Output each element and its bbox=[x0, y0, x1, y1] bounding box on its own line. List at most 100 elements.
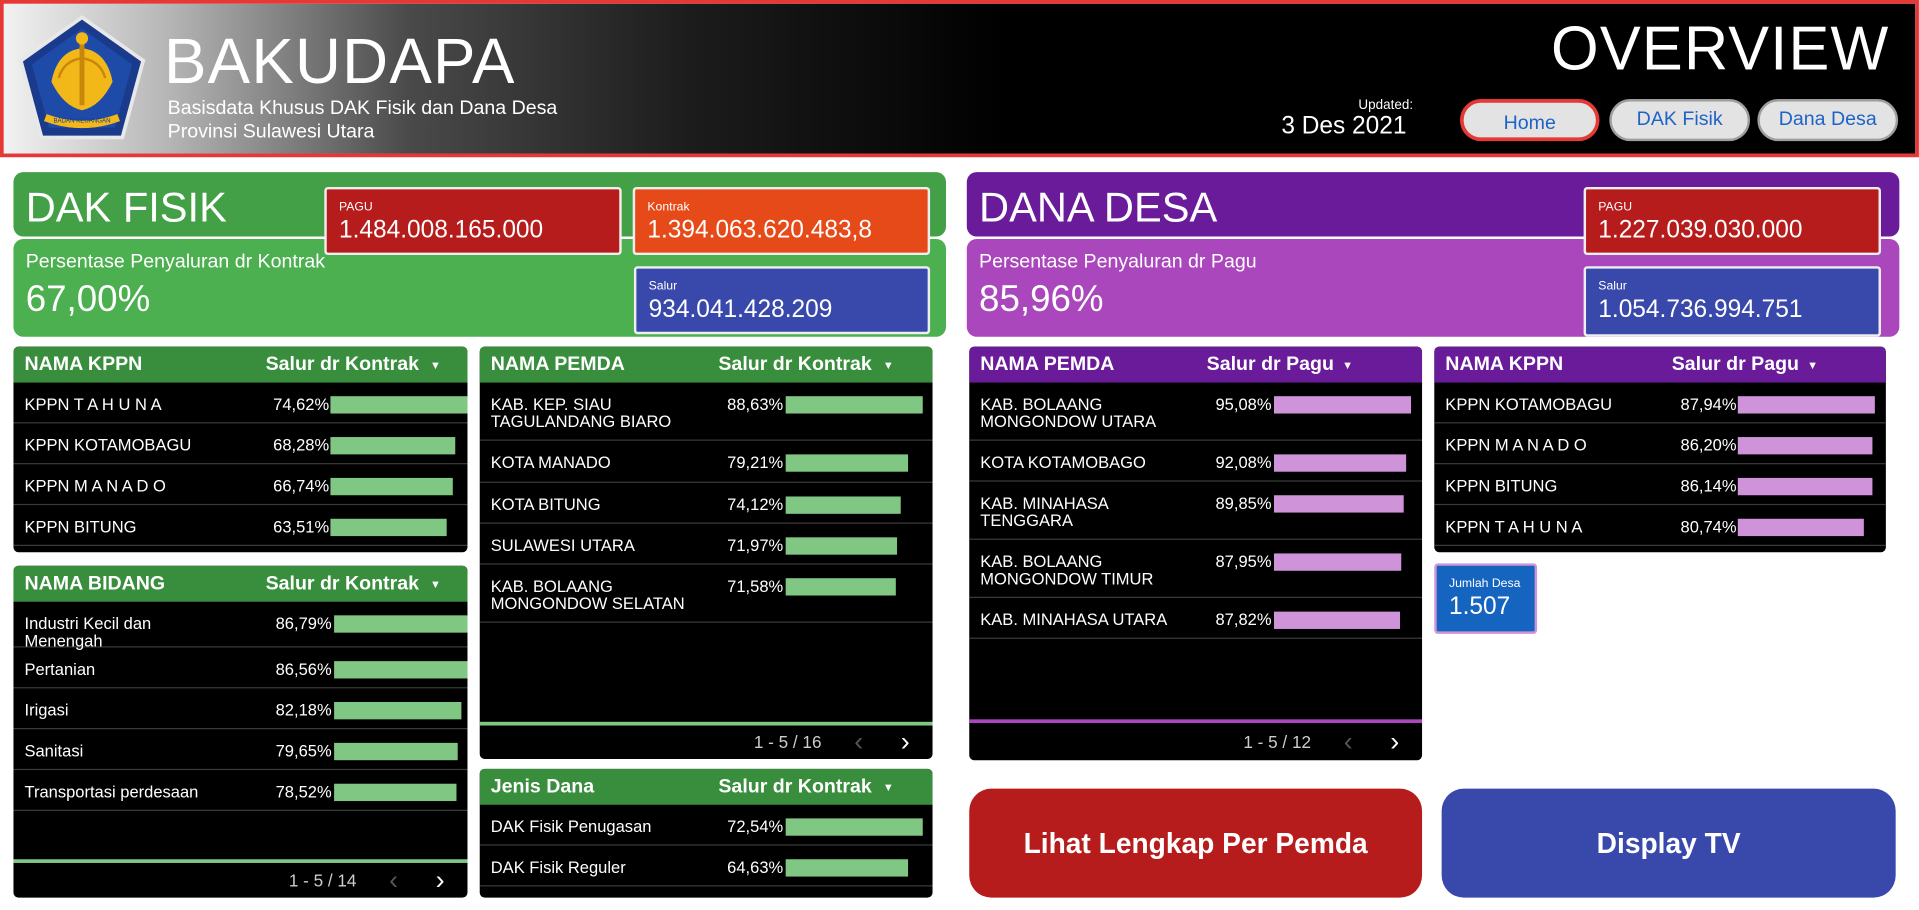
row-name: KAB. BOLAANG MONGONDOW SELATAN bbox=[490, 576, 685, 613]
triangle-down-icon[interactable]: ▼ bbox=[1807, 358, 1819, 371]
table-row[interactable]: KAB. MINAHASA UTARA 87,82% bbox=[969, 598, 1423, 639]
row-name: Industri Kecil dan Menengah bbox=[24, 614, 152, 651]
row-percent: 79,65% bbox=[275, 741, 332, 761]
row-percent: 87,94% bbox=[1680, 394, 1737, 414]
row-name: DAK Fisik Reguler bbox=[490, 858, 626, 877]
lihat-lengkap-pemda-button[interactable]: Lihat Lengkap Per Pemda bbox=[969, 788, 1423, 898]
row-name: KAB. MINAHASA TENGGARA bbox=[980, 494, 1109, 530]
table-row[interactable]: KPPN KOTAMOBAGU 68,28% bbox=[13, 423, 468, 465]
triangle-down-icon[interactable]: ▼ bbox=[1342, 358, 1354, 371]
triangle-down-icon[interactable]: ▼ bbox=[430, 577, 441, 590]
row-percent: 88,63% bbox=[727, 394, 784, 414]
chevron-left-icon[interactable]: ‹ bbox=[854, 725, 864, 757]
table-header: Jenis Dana Salur dr Kontrak ▼ bbox=[479, 768, 933, 805]
dak-pagu-value: 1.484.008.165.000 bbox=[338, 216, 544, 244]
dak-kppn-table: NAMA KPPN Salur dr Kontrak ▼ KPPN T A H U N… bbox=[13, 346, 468, 553]
table-row[interactable]: SULAWESI UTARA 71,97% bbox=[479, 524, 933, 565]
row-percent: 74,62% bbox=[273, 394, 330, 414]
table-row[interactable]: Sanitasi 79,65% bbox=[13, 729, 468, 771]
jumlah-desa-label: Jumlah Desa bbox=[1448, 576, 1521, 591]
table-row[interactable]: KPPN M A N A D O 86,20% bbox=[1434, 423, 1886, 465]
table-row[interactable]: KPPN BITUNG 86,14% bbox=[1434, 464, 1886, 506]
triangle-down-icon[interactable]: ▼ bbox=[882, 358, 894, 371]
row-name: Pertanian bbox=[24, 659, 96, 679]
table-row[interactable]: KAB. BOLAANG MONGONDOW SELATAN 71,58% bbox=[479, 565, 933, 623]
row-percent: 86,14% bbox=[1680, 476, 1737, 496]
row-bar bbox=[785, 396, 923, 414]
dana-salur-value: 1.054.736.994.751 bbox=[1598, 295, 1803, 324]
table-row[interactable]: DAK Fisik Penugasan 72,54% bbox=[479, 805, 933, 846]
table-row[interactable]: Pertanian 86,56% bbox=[13, 648, 468, 689]
table-row[interactable]: KAB. BOLAANG MONGONDOW UTARA 95,08% bbox=[969, 383, 1423, 441]
row-bar bbox=[785, 859, 908, 877]
dak-salur-value: 934.041.428.209 bbox=[648, 295, 833, 324]
row-percent: 92,08% bbox=[1215, 453, 1272, 472]
row-name: Irigasi bbox=[24, 700, 69, 720]
row-percent: 86,79% bbox=[275, 614, 332, 633]
table-row[interactable]: Transportasi perdesaan 78,52% bbox=[13, 770, 468, 811]
row-name: Sanitasi bbox=[24, 741, 84, 761]
table-row[interactable]: KPPN M A N A D O 66,74% bbox=[13, 464, 468, 506]
dana-pct-label: Persentase Penyaluran dr Pagu bbox=[979, 251, 1257, 273]
triangle-down-icon[interactable]: ▼ bbox=[430, 358, 441, 371]
dana-salur-card: Salur 1.054.736.994.751 bbox=[1583, 266, 1881, 337]
table-row[interactable]: KAB. KEP. SIAU TAGULANDANG BIARO 88,63% bbox=[479, 383, 933, 441]
row-bar bbox=[1273, 396, 1412, 414]
dak-kontrak-label: Kontrak bbox=[647, 200, 690, 215]
table-footer-divider bbox=[969, 719, 1423, 724]
column-header-name: NAMA KPPN bbox=[24, 353, 143, 375]
row-name: KOTA BITUNG bbox=[490, 495, 601, 514]
table-row[interactable]: KPPN BITUNG 63,51% bbox=[13, 505, 468, 547]
nav-dak-fisik-button[interactable]: DAK Fisik bbox=[1609, 99, 1751, 142]
nav-home-button[interactable]: Home bbox=[1459, 99, 1600, 142]
column-header-sort[interactable]: Salur dr Kontrak bbox=[265, 572, 419, 594]
triangle-down-icon[interactable]: ▼ bbox=[882, 780, 894, 794]
column-header-name: NAMA PEMDA bbox=[490, 353, 625, 375]
pagination: 1 - 5 / 14 ‹ › bbox=[289, 864, 460, 895]
column-header-name: Jenis Dana bbox=[490, 775, 595, 797]
column-header-sort[interactable]: Salur dr Kontrak bbox=[718, 775, 872, 797]
row-bar bbox=[1273, 495, 1404, 513]
table-row[interactable]: KOTA MANADO 79,21% bbox=[479, 441, 933, 483]
column-header-sort[interactable]: Salur dr Pagu bbox=[1671, 353, 1800, 375]
table-row[interactable]: KAB. BOLAANG MONGONDOW TIMUR 87,95% bbox=[969, 540, 1423, 599]
table-row[interactable]: KAB. MINAHASA TENGGARA 89,85% bbox=[969, 482, 1423, 540]
chevron-right-icon[interactable]: › bbox=[900, 725, 910, 757]
row-percent: 86,56% bbox=[275, 659, 332, 679]
jumlah-desa-value: 1.507 bbox=[1448, 593, 1511, 621]
display-tv-button[interactable]: Display TV bbox=[1441, 788, 1896, 898]
row-bar bbox=[785, 818, 923, 836]
row-percent: 66,74% bbox=[273, 476, 330, 496]
chevron-left-icon[interactable]: ‹ bbox=[1343, 725, 1353, 757]
dak-salur-card: Salur 934.041.428.209 bbox=[633, 266, 931, 335]
column-header-sort[interactable]: Salur dr Pagu bbox=[1206, 353, 1334, 375]
chevron-left-icon[interactable]: ‹ bbox=[389, 864, 399, 896]
chevron-right-icon[interactable]: › bbox=[1390, 725, 1400, 757]
row-name: KPPN T A H U N A bbox=[1445, 517, 1583, 537]
table-row[interactable]: KPPN T A H U N A 80,74% bbox=[1434, 505, 1886, 547]
table-row[interactable]: KOTA BITUNG 74,12% bbox=[479, 483, 933, 524]
row-name: SULAWESI UTARA bbox=[490, 536, 635, 555]
row-percent: 74,12% bbox=[727, 495, 784, 514]
row-name: KOTA KOTAMOBAGO bbox=[980, 453, 1146, 472]
table-row[interactable]: KPPN T A H U N A 74,62% bbox=[13, 383, 468, 424]
row-name: KAB. BOLAANG MONGONDOW UTARA bbox=[980, 394, 1157, 431]
row-bar bbox=[785, 578, 897, 596]
table-header: NAMA BIDANG Salur dr Kontrak ▼ bbox=[13, 565, 468, 602]
table-row[interactable]: Industri Kecil dan Menengah 86,79% bbox=[13, 602, 468, 651]
table-row[interactable]: DAK Fisik Reguler 64,63% bbox=[479, 846, 933, 887]
chevron-right-icon[interactable]: › bbox=[435, 864, 445, 896]
updated-label: Updated: bbox=[1358, 97, 1414, 113]
app-title: BAKUDAPA bbox=[163, 26, 516, 98]
table-row[interactable]: KOTA KOTAMOBAGO 92,08% bbox=[969, 441, 1423, 482]
pagination: 1 - 5 / 16 ‹ › bbox=[754, 726, 925, 757]
dak-pemda-table: NAMA PEMDA Salur dr Kontrak ▼ KAB. KEP. SIA… bbox=[479, 346, 933, 759]
nav-dana-desa-button[interactable]: Dana Desa bbox=[1757, 99, 1899, 142]
column-header-sort[interactable]: Salur dr Kontrak bbox=[718, 353, 872, 375]
dana-pagu-label: PAGU bbox=[1598, 200, 1633, 215]
table-header: NAMA PEMDA Salur dr Kontrak ▼ bbox=[479, 346, 933, 383]
table-header: NAMA KPPN Salur dr Pagu ▼ bbox=[1434, 346, 1886, 383]
column-header-sort[interactable]: Salur dr Kontrak bbox=[265, 353, 419, 375]
table-row[interactable]: KPPN KOTAMOBAGU 87,94% bbox=[1434, 383, 1886, 424]
table-row[interactable]: Irigasi 82,18% bbox=[13, 688, 468, 730]
